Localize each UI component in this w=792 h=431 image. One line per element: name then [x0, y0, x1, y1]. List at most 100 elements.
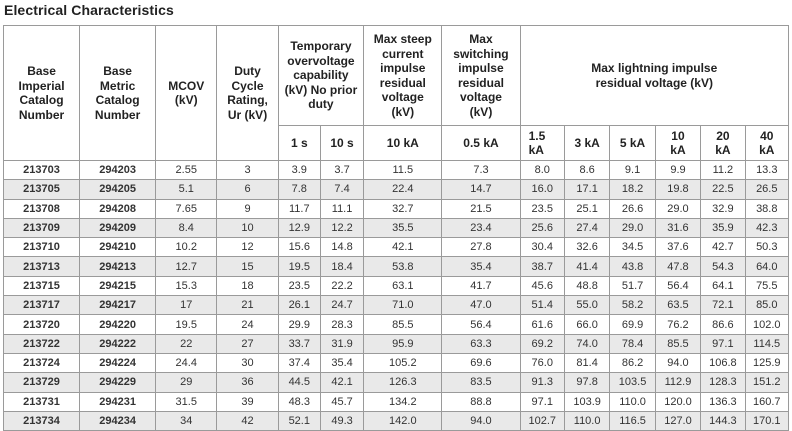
cell-metric: 294220	[79, 314, 157, 335]
cell-l-20: 11.2	[700, 159, 746, 181]
cell-duty: 30	[216, 352, 279, 374]
cell-l-20: 22.5	[700, 179, 746, 200]
cell-duty: 10	[216, 217, 279, 239]
cell-duty: 39	[216, 391, 279, 412]
cell-l-3: 55.0	[563, 295, 611, 316]
cell-l-1-5: 76.0	[519, 352, 565, 374]
cell-l-1-5: 97.1	[519, 391, 565, 412]
cell-l-10: 76.2	[654, 314, 702, 335]
header-lightning-10ka: 10 kA	[654, 125, 702, 161]
cell-duty: 18	[216, 275, 279, 297]
cell-l-5: 51.7	[609, 275, 656, 297]
cell-mcov: 19.5	[155, 314, 218, 335]
cell-l-20: 97.1	[700, 333, 746, 354]
cell-l-20: 42.7	[700, 237, 746, 258]
cell-imperial: 213717	[2, 295, 81, 316]
cell-tov-10s: 12.2	[319, 217, 365, 239]
cell-mcov: 31.5	[155, 391, 218, 412]
cell-mcov: 2.55	[155, 159, 218, 181]
cell-steep: 105.2	[363, 352, 443, 374]
header-tov: Temporary overvoltage capability (kV) No…	[277, 25, 365, 126]
cell-l-20: 72.1	[700, 295, 746, 316]
table-row: 213703 294203 2.55 3 3.9 3.7 11.5 7.3 8.…	[2, 159, 790, 181]
cell-tov-10s: 7.4	[319, 179, 365, 200]
cell-l-40: 13.3	[744, 159, 790, 181]
cell-l-10: 19.8	[654, 179, 702, 200]
cell-tov-1s: 52.1	[277, 410, 321, 431]
cell-switching: 83.5	[441, 372, 521, 393]
cell-steep: 134.2	[363, 391, 443, 412]
cell-metric: 294217	[79, 295, 157, 316]
cell-l-1-5: 25.6	[519, 217, 565, 239]
cell-imperial: 213731	[2, 391, 81, 412]
cell-l-5: 26.6	[609, 198, 656, 219]
cell-switching: 35.4	[441, 256, 521, 277]
table-row: 213731 294231 31.5 39 48.3 45.7 134.2 88…	[2, 391, 790, 412]
cell-l-3: 81.4	[563, 352, 611, 374]
cell-imperial: 213715	[2, 275, 81, 297]
cell-mcov: 34	[155, 410, 218, 431]
cell-switching: 47.0	[441, 295, 521, 316]
cell-switching: 27.8	[441, 237, 521, 258]
cell-metric: 294234	[79, 410, 157, 431]
cell-steep: 42.1	[363, 237, 443, 258]
cell-tov-10s: 14.8	[319, 237, 365, 258]
cell-duty: 6	[216, 179, 279, 200]
cell-duty: 12	[216, 237, 279, 258]
cell-duty: 15	[216, 256, 279, 277]
cell-metric: 294231	[79, 391, 157, 412]
cell-l-3: 41.4	[563, 256, 611, 277]
cell-tov-1s: 11.7	[277, 198, 321, 219]
cell-l-1-5: 102.7	[519, 410, 565, 431]
table-row: 213705 294205 5.1 6 7.8 7.4 22.4 14.7 16…	[2, 179, 790, 200]
cell-l-10: 31.6	[654, 217, 702, 239]
cell-switching: 88.8	[441, 391, 521, 412]
cell-imperial: 213713	[2, 256, 81, 277]
cell-imperial: 213709	[2, 217, 81, 239]
cell-mcov: 17	[155, 295, 218, 316]
table-row: 213715 294215 15.3 18 23.5 22.2 63.1 41.…	[2, 275, 790, 297]
cell-l-40: 160.7	[744, 391, 790, 412]
cell-tov-1s: 26.1	[277, 295, 321, 316]
cell-imperial: 213703	[2, 159, 81, 181]
cell-switching: 23.4	[441, 217, 521, 239]
cell-l-3: 66.0	[563, 314, 611, 335]
cell-mcov: 29	[155, 372, 218, 393]
cell-l-1-5: 30.4	[519, 237, 565, 258]
cell-l-5: 110.0	[609, 391, 656, 412]
cell-l-20: 86.6	[700, 314, 746, 335]
cell-steep: 22.4	[363, 179, 443, 200]
cell-tov-10s: 11.1	[319, 198, 365, 219]
cell-l-1-5: 38.7	[519, 256, 565, 277]
cell-metric: 294208	[79, 198, 157, 219]
header-tov-10s: 10 s	[319, 125, 365, 161]
cell-mcov: 8.4	[155, 217, 218, 239]
cell-tov-10s: 18.4	[319, 256, 365, 277]
cell-l-5: 116.5	[609, 410, 656, 431]
cell-imperial: 213710	[2, 237, 81, 258]
cell-l-5: 43.8	[609, 256, 656, 277]
cell-l-1-5: 8.0	[519, 159, 565, 181]
cell-steep: 95.9	[363, 333, 443, 354]
cell-tov-1s: 33.7	[277, 333, 321, 354]
cell-l-40: 75.5	[744, 275, 790, 297]
cell-tov-1s: 15.6	[277, 237, 321, 258]
cell-mcov: 24.4	[155, 352, 218, 374]
cell-l-1-5: 61.6	[519, 314, 565, 335]
cell-l-5: 78.4	[609, 333, 656, 354]
cell-imperial: 213705	[2, 179, 81, 200]
cell-l-3: 8.6	[563, 159, 611, 181]
cell-l-1-5: 91.3	[519, 372, 565, 393]
cell-l-20: 64.1	[700, 275, 746, 297]
cell-l-1-5: 16.0	[519, 179, 565, 200]
cell-metric: 294224	[79, 352, 157, 374]
table-row: 213717 294217 17 21 26.1 24.7 71.0 47.0 …	[2, 295, 790, 316]
cell-imperial: 213708	[2, 198, 81, 219]
cell-metric: 294229	[79, 372, 157, 393]
cell-l-3: 74.0	[563, 333, 611, 354]
cell-tov-10s: 3.7	[319, 159, 365, 181]
cell-l-5: 9.1	[609, 159, 656, 181]
header-mcov: MCOV (kV)	[155, 25, 218, 161]
cell-l-3: 103.9	[563, 391, 611, 412]
cell-switching: 69.6	[441, 352, 521, 374]
